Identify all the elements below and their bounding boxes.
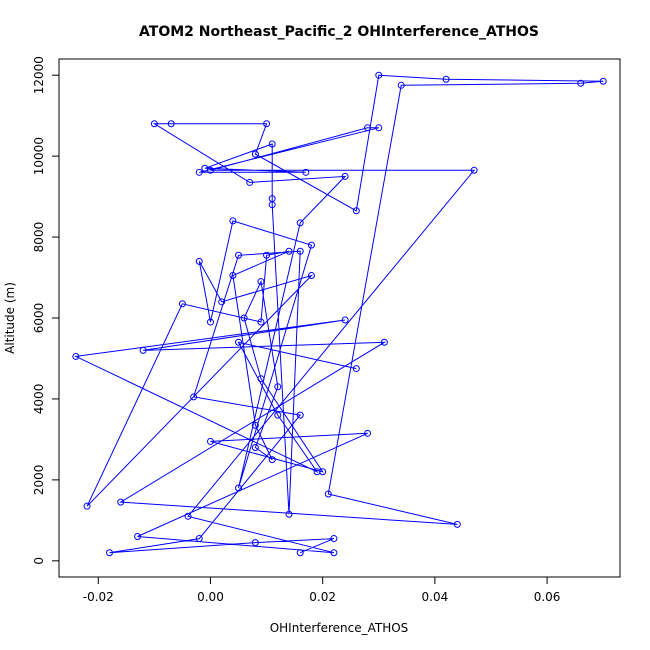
y-tick-label: 4000	[32, 384, 46, 415]
data-point	[442, 75, 450, 83]
data-point	[375, 124, 383, 132]
y-axis-label: Altitude (m)	[3, 282, 17, 354]
x-tick-label: 0.04	[422, 590, 449, 604]
data-point	[285, 247, 293, 255]
y-axis: 0 2000 4000 6000 8000 10000 12000	[32, 56, 59, 565]
x-tick-label: -0.02	[83, 590, 114, 604]
data-point	[268, 195, 276, 203]
y-tick-label: 2000	[32, 465, 46, 496]
data-point	[229, 272, 237, 280]
data-point	[150, 120, 158, 128]
data-point	[296, 219, 304, 227]
y-tick-label: 10000	[32, 137, 46, 175]
data-point	[268, 140, 276, 148]
data-point	[330, 535, 338, 543]
data-point	[257, 375, 265, 383]
data-point	[235, 251, 243, 259]
data-point	[307, 241, 315, 249]
x-tick-label: 0.00	[197, 590, 224, 604]
data-point	[251, 444, 259, 451]
data-point	[341, 172, 349, 180]
data-point	[206, 437, 214, 445]
data-point	[263, 251, 271, 259]
y-tick-label: 6000	[32, 303, 46, 334]
x-tick-label: 0.02	[309, 590, 336, 604]
data-point	[453, 520, 461, 528]
data-point	[195, 257, 203, 265]
data-point	[235, 484, 243, 492]
data-point	[274, 383, 282, 391]
data-point	[117, 498, 125, 506]
x-tick-label: 0.06	[534, 590, 561, 604]
data-point	[167, 120, 175, 128]
data-point	[195, 168, 203, 176]
data-point	[380, 338, 388, 346]
data-point	[375, 71, 383, 79]
y-tick-label: 12000	[32, 56, 46, 94]
plot-frame	[58, 58, 621, 578]
data-point	[324, 490, 332, 498]
data-point	[178, 300, 186, 308]
data-point	[296, 549, 304, 557]
data-point	[263, 120, 271, 128]
series-layer	[72, 71, 607, 557]
chart-title: ATOM2 Northeast_Pacific_2 OHInterference…	[139, 24, 539, 40]
data-point	[83, 502, 91, 510]
data-point	[72, 352, 80, 360]
data-point	[246, 178, 254, 186]
data-point	[105, 549, 113, 557]
data-point	[195, 535, 203, 543]
data-point	[274, 411, 282, 419]
data-point	[352, 365, 360, 373]
data-point	[235, 338, 243, 346]
data-point	[296, 411, 304, 419]
data-point	[364, 429, 372, 437]
data-point	[218, 298, 226, 306]
data-point	[190, 393, 198, 401]
data-point	[139, 346, 147, 354]
x-axis: -0.02 0.00 0.02 0.04 0.06	[83, 577, 561, 604]
data-point	[302, 168, 310, 176]
data-point	[257, 318, 265, 326]
data-point	[330, 549, 338, 557]
data-point	[313, 468, 321, 476]
data-point	[307, 272, 315, 280]
data-point	[206, 318, 214, 326]
data-point	[184, 512, 192, 520]
data-point	[296, 247, 304, 255]
data-point	[599, 77, 607, 85]
data-point	[470, 166, 478, 174]
y-tick-label: 8000	[32, 222, 46, 253]
data-point	[251, 539, 259, 547]
data-point	[257, 278, 265, 286]
data-point	[341, 316, 349, 324]
y-tick-label: 0	[32, 557, 46, 565]
data-point	[397, 81, 405, 89]
data-point	[229, 217, 237, 225]
series-line	[74, 74, 604, 554]
data-point	[352, 207, 360, 215]
data-point	[206, 166, 214, 174]
x-axis-label: OHInterference_ATHOS	[270, 621, 409, 635]
data-point	[364, 124, 372, 132]
data-point	[251, 421, 259, 429]
data-point	[268, 456, 276, 464]
data-point	[285, 510, 293, 518]
data-point	[240, 314, 248, 322]
data-point	[577, 79, 585, 87]
data-point	[251, 150, 259, 158]
data-point	[134, 533, 142, 541]
